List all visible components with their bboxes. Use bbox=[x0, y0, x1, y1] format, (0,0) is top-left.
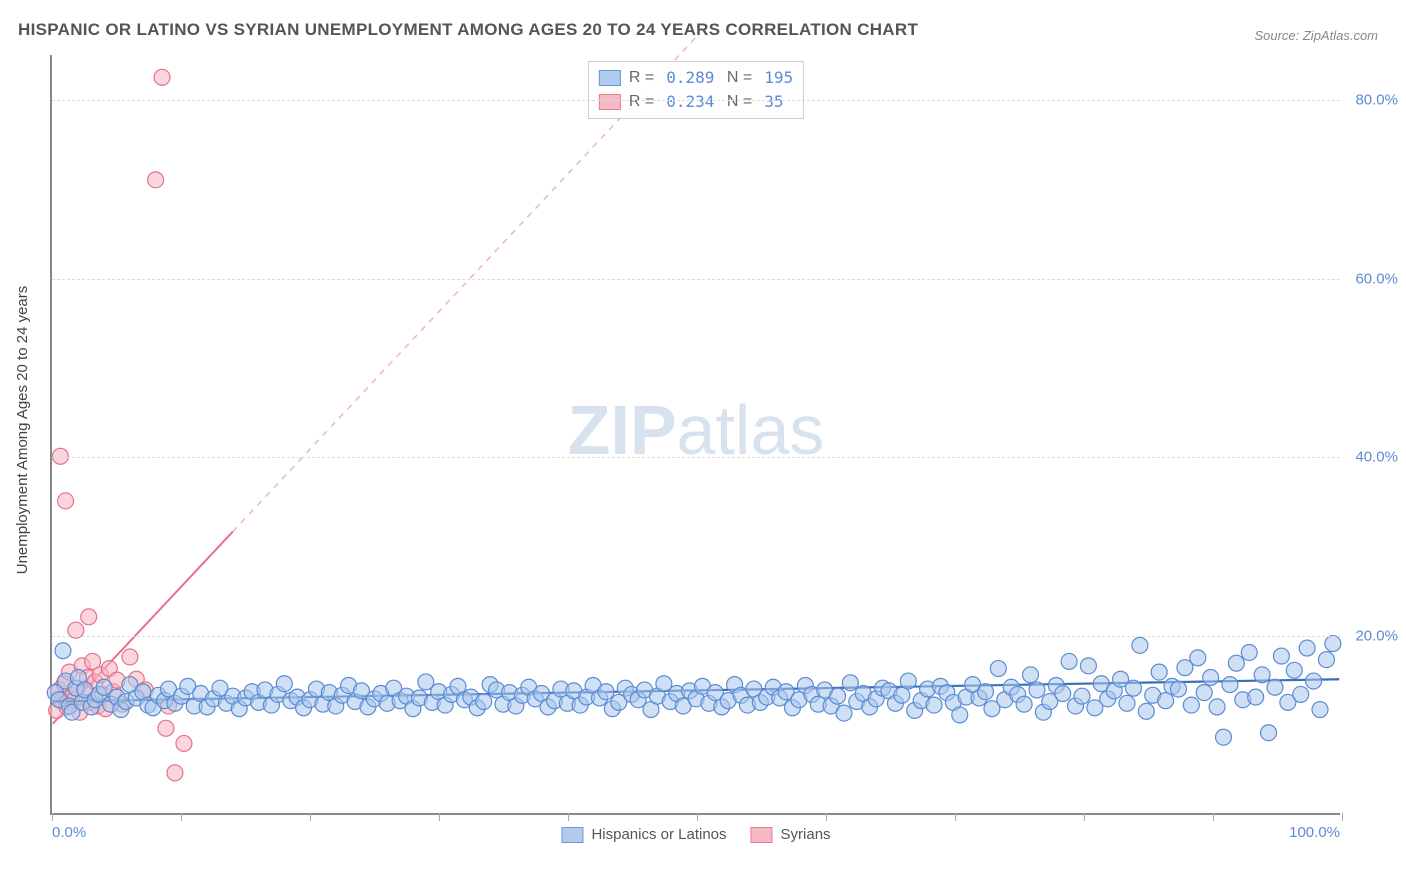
legend-swatch-pink bbox=[599, 94, 621, 110]
grid-line bbox=[52, 279, 1340, 280]
y-tick-label: 40.0% bbox=[1348, 449, 1398, 466]
chart-container: HISPANIC OR LATINO VS SYRIAN UNEMPLOYMEN… bbox=[0, 0, 1406, 892]
legend-bottom-label-blue: Hispanics or Latinos bbox=[591, 826, 726, 843]
x-tick bbox=[955, 813, 956, 821]
x-tick bbox=[1084, 813, 1085, 821]
x-axis-end-label: 100.0% bbox=[1289, 824, 1340, 841]
x-tick bbox=[697, 813, 698, 821]
source-attribution: Source: ZipAtlas.com bbox=[1254, 28, 1378, 43]
x-tick bbox=[439, 813, 440, 821]
legend-N-blue: 195 bbox=[764, 66, 793, 90]
x-tick bbox=[1213, 813, 1214, 821]
x-tick bbox=[826, 813, 827, 821]
legend-bottom-pink: Syrians bbox=[751, 826, 831, 843]
grid-line bbox=[52, 636, 1340, 637]
legend-bottom-swatch-pink bbox=[751, 827, 773, 843]
y-tick-label: 20.0% bbox=[1348, 628, 1398, 645]
legend-R-blue: 0.289 bbox=[666, 66, 714, 90]
legend-bottom-swatch-blue bbox=[561, 827, 583, 843]
y-axis-label: Unemployment Among Ages 20 to 24 years bbox=[14, 286, 31, 575]
legend-N-pink: 35 bbox=[764, 90, 783, 114]
x-tick bbox=[310, 813, 311, 821]
plot-area: ZIPatlas R =0.289 N =195 R =0.234 N = 35… bbox=[50, 55, 1340, 815]
legend-bottom-blue: Hispanics or Latinos bbox=[561, 826, 726, 843]
x-axis-start-label: 0.0% bbox=[52, 824, 86, 841]
x-tick bbox=[181, 813, 182, 821]
y-tick-label: 80.0% bbox=[1348, 91, 1398, 108]
legend-bottom: Hispanics or Latinos Syrians bbox=[561, 826, 830, 843]
legend-bottom-label-pink: Syrians bbox=[781, 826, 831, 843]
chart-title: HISPANIC OR LATINO VS SYRIAN UNEMPLOYMEN… bbox=[18, 20, 918, 40]
legend-top-row-pink: R =0.234 N = 35 bbox=[599, 90, 793, 114]
legend-top: R =0.289 N =195 R =0.234 N = 35 bbox=[588, 61, 804, 119]
y-tick-label: 60.0% bbox=[1348, 270, 1398, 287]
grid-line bbox=[52, 100, 1340, 101]
x-tick bbox=[1342, 813, 1343, 821]
legend-top-row-blue: R =0.289 N =195 bbox=[599, 66, 793, 90]
grid-line bbox=[52, 457, 1340, 458]
plot-svg bbox=[52, 55, 1340, 813]
x-tick bbox=[52, 813, 53, 821]
legend-swatch-blue bbox=[599, 70, 621, 86]
legend-R-pink: 0.234 bbox=[666, 90, 714, 114]
x-tick bbox=[568, 813, 569, 821]
